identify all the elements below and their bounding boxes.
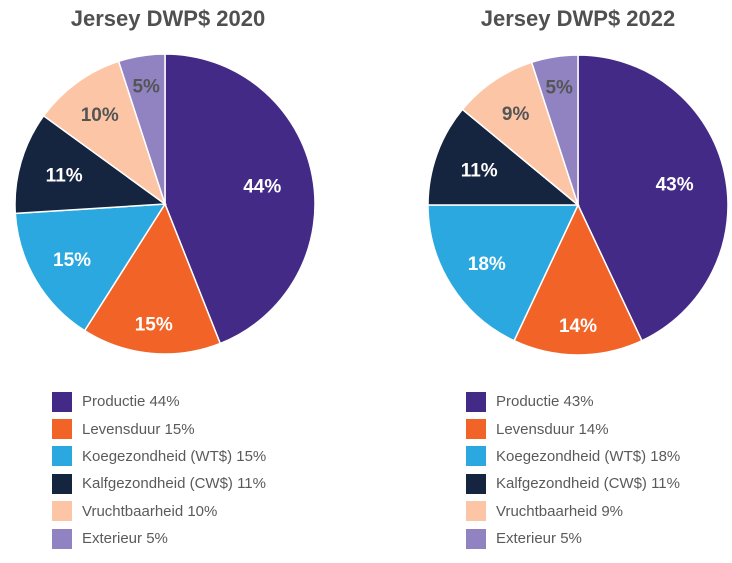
legend-swatch [466, 501, 486, 522]
legend-item: Vruchtbaarheid 9% [466, 498, 680, 525]
legend-item: Levensduur 15% [52, 415, 266, 442]
legend-label: Levensduur 15% [82, 420, 195, 438]
legend-label: Koegezondheid (WT$) 15% [82, 447, 267, 465]
legend-item: Koegezondheid (WT$) 18% [466, 443, 680, 470]
chart-title: Jersey DWP$ 2022 [480, 6, 676, 31]
legend-item: Koegezondheid (WT$) 15% [52, 443, 266, 470]
pie-slice-kalfgezondheid [14, 114, 168, 215]
slice-label-koegezondheid: 15% [53, 250, 91, 271]
legend-item: Exterieur 5% [52, 525, 266, 552]
pie-slice-koegezondheid [14, 203, 167, 332]
legend-swatch [52, 528, 72, 549]
chart-2020: Jersey DWP$ 2020 44% 15% 15% 11% 10% 5% Produ… [14, 6, 316, 552]
legend-swatch [466, 473, 486, 494]
legend-2020: Productie 44% Levensduur 15% Koegezondhe… [52, 388, 266, 552]
pie-slice-vruchtbaarheid [42, 60, 167, 206]
chart-2022: Jersey DWP$ 2022 43% 14% 18% 11% 9% 5% Produc… [366, 0, 732, 563]
pie-slice-koegezondheid [427, 204, 580, 342]
legend-swatch [466, 391, 486, 412]
pie-slice-productie [577, 54, 729, 342]
legend-label: Koegezondheid (WT$) 18% [496, 447, 681, 465]
legend-swatch [466, 446, 486, 467]
pie-slice-exterieur [117, 53, 166, 205]
pie-chart-2022: 43% 14% 18% 11% 9% 5% [427, 54, 729, 356]
slice-label-exterieur: 5% [545, 77, 573, 98]
slice-label-kalfgezondheid: 11% [461, 160, 498, 181]
legend-swatch [52, 501, 72, 522]
pie-chart-2020: 44% 15% 15% 11% 10% 5% [14, 53, 316, 355]
slice-label-koegezondheid: 18% [468, 254, 506, 275]
legend-item: Kalfgezondheid (CW$) 11% [52, 470, 266, 497]
legend-swatch [52, 446, 72, 467]
pie-slice-levensduur [83, 202, 222, 355]
legend-swatch [52, 391, 72, 412]
pie-slice-kalfgezondheid [427, 108, 581, 206]
slice-label-levensduur: 14% [559, 316, 597, 337]
legend-label: Vruchtbaarheid 10% [82, 502, 218, 520]
legend-label: Exterieur 5% [496, 530, 582, 548]
legend-label: Kalfgezondheid (CW$) 11% [496, 475, 680, 493]
legend-swatch [52, 473, 72, 494]
slice-label-levensduur: 15% [135, 314, 173, 335]
pie-slice-exterieur [530, 54, 579, 206]
legend-label: Kalfgezondheid (CW$) 11% [82, 475, 266, 493]
slice-label-kalfgezondheid: 11% [46, 166, 83, 187]
legend-label: Productie 43% [496, 393, 594, 411]
chart-title: Jersey DWP$ 2020 [70, 6, 266, 31]
pie-slice-productie [164, 53, 316, 345]
pie-slice-vruchtbaarheid [461, 61, 580, 208]
slice-label-vruchtbaarheid: 9% [502, 104, 530, 125]
legend-label: Vruchtbaarheid 9% [496, 502, 624, 520]
pie-slice-levensduur [513, 203, 643, 356]
legend-label: Exterieur 5% [82, 530, 168, 548]
slice-label-vruchtbaarheid: 10% [81, 105, 119, 126]
slice-label-productie: 44% [243, 176, 281, 197]
legend-item: Productie 44% [52, 388, 266, 415]
legend-item: Exterieur 5% [466, 525, 680, 552]
legend-swatch [52, 419, 72, 440]
legend-swatch [466, 528, 486, 549]
legend-label: Levensduur 14% [496, 420, 609, 438]
legend-item: Levensduur 14% [466, 415, 680, 442]
slice-label-exterieur: 5% [132, 76, 160, 97]
legend-item: Vruchtbaarheid 10% [52, 498, 266, 525]
legend-2022: Productie 43% Levensduur 14% Koegezondhe… [466, 388, 680, 552]
legend-item: Productie 43% [466, 388, 680, 415]
legend-item: Kalfgezondheid (CW$) 11% [466, 470, 680, 497]
slice-label-productie: 43% [656, 174, 694, 195]
legend-label: Productie 44% [82, 393, 180, 411]
legend-swatch [466, 419, 486, 440]
